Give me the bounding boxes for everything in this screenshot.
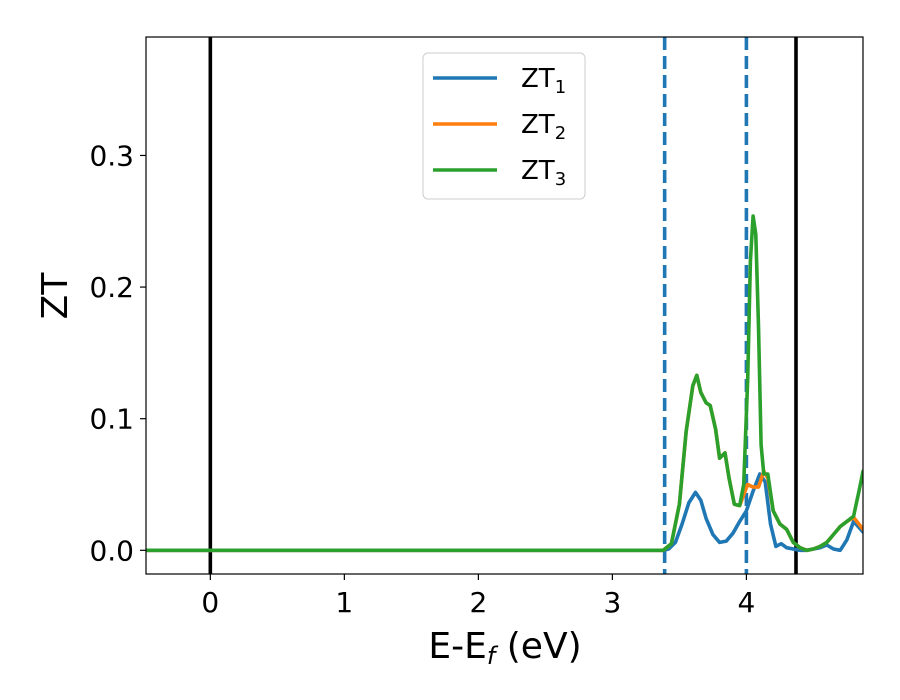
series-line-3	[146, 214, 863, 553]
series-line-2	[146, 373, 863, 553]
y-tick-label: 0.1	[89, 403, 134, 436]
legend-box	[422, 52, 586, 200]
legend-label-1: ZT1	[521, 64, 566, 98]
legend-label-main: ZT	[521, 64, 555, 94]
x-tick-label: 4	[737, 586, 755, 619]
x-axis-label-unit: (eV)	[495, 626, 581, 667]
series-lines	[146, 214, 863, 553]
legend-label-3: ZT3	[521, 156, 566, 190]
x-axis-label: E-Ef (eV)	[428, 626, 581, 670]
x-tick-label: 1	[335, 586, 353, 619]
y-tick-label: 0.0	[89, 534, 134, 567]
y-tick-label: 0.3	[89, 139, 134, 172]
legend-label-subscript: 2	[555, 123, 566, 144]
x-tick-label: 0	[201, 586, 219, 619]
y-axis-label: ZT	[35, 272, 76, 320]
legend-label-subscript: 3	[555, 169, 566, 190]
legend-label-main: ZT	[521, 156, 555, 186]
x-axis-label-main: E-E	[428, 626, 486, 667]
x-tick-label: 2	[469, 586, 487, 619]
plot-area-frame	[145, 36, 864, 575]
x-axis-ticks: 0 1 2 3 4	[201, 574, 755, 619]
legend-label-subscript: 1	[555, 77, 566, 98]
y-tick-label: 0.2	[89, 271, 134, 304]
legend-label-main: ZT	[521, 110, 555, 140]
y-axis-ticks: 0.0 0.1 0.2 0.3	[89, 139, 146, 567]
x-tick-label: 3	[603, 586, 621, 619]
legend-label-2: ZT2	[521, 110, 566, 144]
